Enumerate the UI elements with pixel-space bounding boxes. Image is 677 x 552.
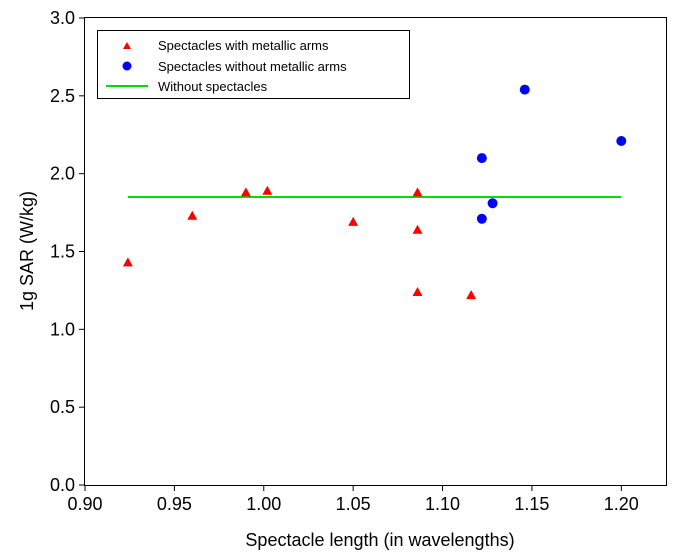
legend-box <box>97 30 410 99</box>
triangle-point-metallic <box>466 290 477 300</box>
triangle-point-metallic <box>348 216 359 226</box>
x-tick-label: 1.05 <box>336 494 371 514</box>
x-tick-label: 1.10 <box>425 494 460 514</box>
legend: Spectacles with metallic arms Spectacles… <box>97 30 410 99</box>
y-tick-label: 0.5 <box>50 397 75 417</box>
circle-point-non-metallic <box>616 135 627 146</box>
triangle-point-metallic <box>122 257 133 267</box>
y-tick-label: 1.0 <box>50 319 75 339</box>
data-points <box>122 84 627 300</box>
x-tick-label: 0.90 <box>67 494 102 514</box>
legend-label-without: Without spectacles <box>158 79 268 94</box>
triangle-point-metallic <box>187 210 198 220</box>
circle-point-non-metallic <box>476 153 487 164</box>
circle-point-non-metallic <box>487 198 498 209</box>
legend-label-metallic: Spectacles with metallic arms <box>158 38 329 53</box>
y-tick-label: 1.5 <box>50 242 75 262</box>
triangle-point-metallic <box>412 286 423 296</box>
x-tick-label: 1.15 <box>514 494 549 514</box>
legend-circle-marker <box>122 61 132 71</box>
y-tick-label: 2.0 <box>50 164 75 184</box>
legend-label-non-metallic: Spectacles without metallic arms <box>158 59 347 74</box>
y-tick-label: 3.0 <box>50 8 75 28</box>
x-tick-label: 0.95 <box>157 494 192 514</box>
y-tick-label: 2.5 <box>50 86 75 106</box>
circle-point-non-metallic <box>519 84 530 95</box>
triangle-point-metallic <box>262 185 273 195</box>
x-tick-label: 1.20 <box>604 494 639 514</box>
x-axis-title: Spectacle length (in wavelengths) <box>245 530 514 550</box>
legend-triangle-marker <box>123 42 131 49</box>
triangle-point-metallic <box>240 187 251 197</box>
y-tick-label: 0.0 <box>50 475 75 495</box>
triangle-point-metallic <box>412 224 423 234</box>
triangle-point-metallic <box>412 187 423 197</box>
x-tick-label: 1.00 <box>246 494 281 514</box>
circle-point-non-metallic <box>476 213 487 224</box>
y-axis-title: 1g SAR (W/kg) <box>17 191 37 311</box>
axis-ticks: 0.90 0.95 1.00 1.05 1.10 1.15 1.20 0.0 0.5 1.0 1.5… <box>50 8 639 514</box>
